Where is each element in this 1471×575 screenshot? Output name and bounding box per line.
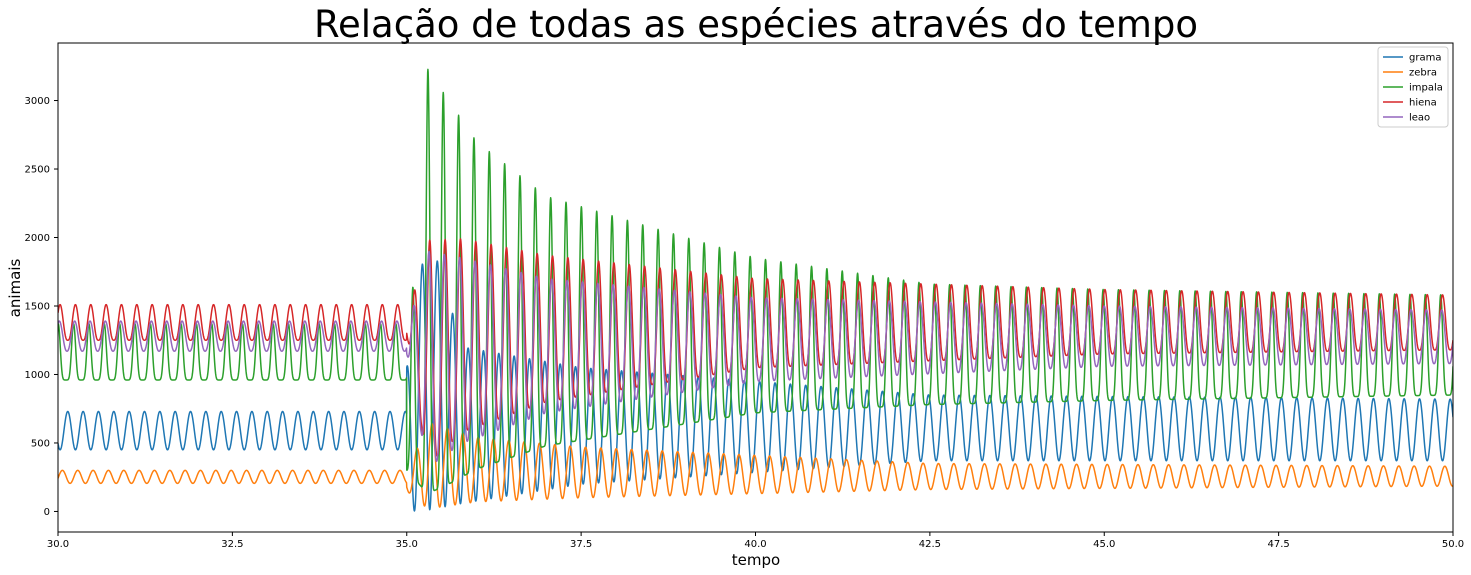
legend-label: impala xyxy=(1409,83,1443,94)
y-tick-label: 0 xyxy=(44,507,50,518)
legend-box xyxy=(1377,46,1449,128)
legend-label: grama xyxy=(1409,53,1441,64)
x-tick-label: 42.5 xyxy=(919,539,941,550)
x-axis-title: tempo xyxy=(732,551,780,569)
series-line-impala xyxy=(58,68,1453,492)
series-line-hiena xyxy=(58,238,1453,457)
chart-title: Relação de todas as espécies através do … xyxy=(314,3,1198,46)
y-tick-label: 2000 xyxy=(25,233,50,244)
series-line-leao xyxy=(58,250,1453,463)
series-line-zebra xyxy=(58,423,1453,508)
y-tick-label: 2500 xyxy=(25,165,50,176)
x-tick-label: 35.0 xyxy=(396,539,418,550)
legend-label: zebra xyxy=(1409,68,1437,79)
y-axis: 0 500 1000 1500 2000 2500 3000 xyxy=(25,96,58,518)
y-axis-title: animais xyxy=(6,258,24,317)
x-tick-label: 40.0 xyxy=(744,539,766,550)
legend: grama zebra impala hiena leao xyxy=(1377,46,1449,128)
x-tick-label: 45.0 xyxy=(1093,539,1115,550)
legend-label: hiena xyxy=(1409,98,1437,109)
x-axis: 30.0 32.5 35.0 37.5 40.0 42.5 45.0 47.5 50.0 xyxy=(47,532,1464,550)
x-tick-label: 47.5 xyxy=(1267,539,1289,550)
y-tick-label: 3000 xyxy=(25,96,50,107)
x-tick-label: 37.5 xyxy=(570,539,592,550)
y-tick-label: 1500 xyxy=(25,301,50,312)
x-tick-label: 30.0 xyxy=(47,539,69,550)
x-tick-label: 50.0 xyxy=(1442,539,1464,550)
y-tick-label: 500 xyxy=(31,438,50,449)
y-tick-label: 1000 xyxy=(25,370,50,381)
x-tick-label: 32.5 xyxy=(221,539,243,550)
legend-label: leao xyxy=(1409,113,1430,124)
